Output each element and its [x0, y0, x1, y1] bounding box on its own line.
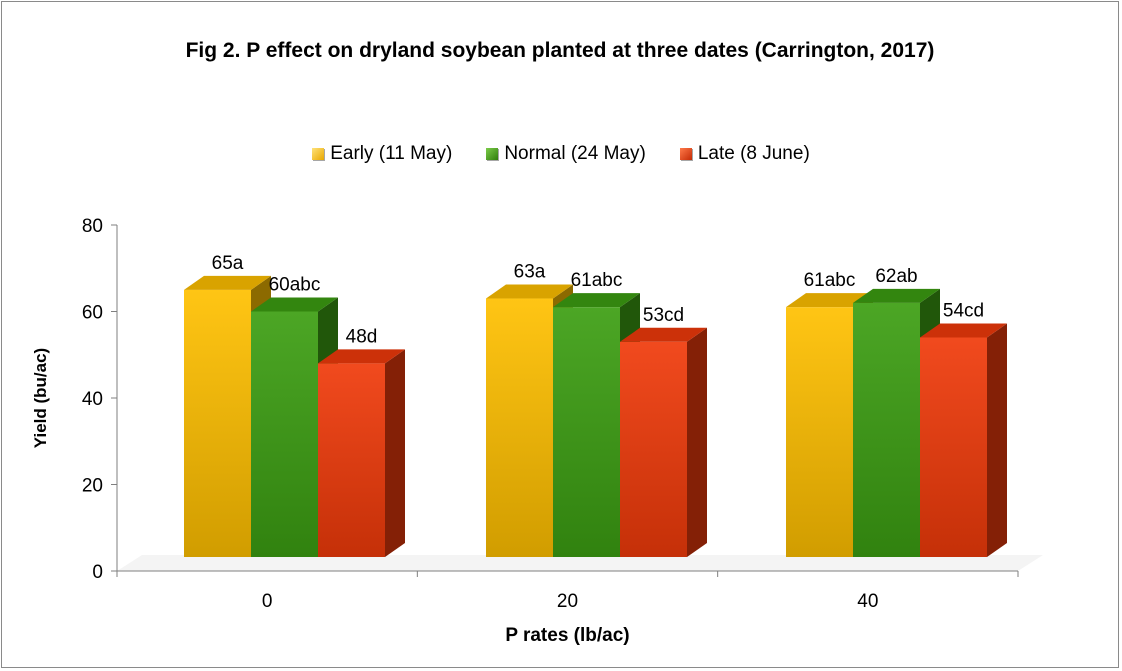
x-tick-label: 0	[262, 591, 273, 612]
legend-swatch-normal	[486, 148, 499, 160]
y-axis-title: Yield (bu/ac)	[31, 348, 50, 448]
legend: Early (11 May) Normal (24 May) Late (8 J…	[0, 143, 1122, 165]
bar-front-face	[184, 289, 251, 557]
y-tick-label: 40	[82, 389, 103, 410]
y-tick-label: 60	[82, 303, 103, 324]
data-label: 60abc	[269, 275, 321, 296]
x-axis-title: P rates (lb/ac)	[505, 625, 629, 646]
legend-item-normal: Normal (24 May)	[486, 143, 646, 165]
bar-front-face	[853, 302, 920, 557]
data-label: 54cd	[943, 300, 984, 321]
bar-front-face	[920, 337, 987, 557]
bar-top-face	[853, 288, 940, 303]
data-label: 48d	[346, 326, 378, 347]
data-label: 63a	[514, 262, 546, 283]
bar-top-face	[486, 284, 573, 299]
bar-front-face	[620, 341, 687, 557]
data-label: 65a	[212, 253, 244, 274]
bar-top-face	[920, 323, 1007, 338]
data-label: 62ab	[875, 266, 917, 287]
y-tick-label: 0	[92, 562, 103, 583]
legend-item-early: Early (11 May)	[312, 143, 452, 165]
bar-front-face	[786, 307, 853, 557]
bar-side-face	[385, 349, 405, 557]
bar-top-face	[184, 275, 271, 290]
chart-title: Fig 2. P effect on dryland soybean plant…	[185, 39, 935, 62]
legend-swatch-early	[312, 148, 325, 160]
bar-side-face	[987, 323, 1007, 557]
chart-floor	[117, 555, 1043, 571]
y-tick-label: 20	[82, 476, 103, 497]
x-tick-label: 20	[557, 591, 578, 612]
bar-front-face	[553, 307, 620, 557]
legend-label-normal: Normal (24 May)	[504, 143, 646, 164]
legend-label-early: Early (11 May)	[330, 143, 453, 164]
y-tick-label: 80	[82, 216, 103, 237]
legend-label-late: Late (8 June)	[697, 143, 810, 164]
legend-swatch-late	[679, 148, 692, 160]
bar-front-face	[251, 311, 318, 557]
data-label: 61abc	[804, 270, 856, 291]
bar-top-face	[318, 349, 405, 364]
legend-item-late: Late (8 June)	[679, 143, 810, 165]
bar-side-face	[687, 327, 707, 557]
x-tick-label: 40	[857, 591, 878, 612]
bar-front-face	[318, 363, 385, 557]
bar-top-face	[553, 293, 640, 308]
data-label: 53cd	[643, 305, 684, 326]
data-label: 61abc	[571, 270, 623, 291]
bar-top-face	[251, 297, 338, 312]
bar-front-face	[486, 298, 553, 557]
bar-top-face	[786, 293, 873, 308]
bar-top-face	[620, 327, 707, 342]
